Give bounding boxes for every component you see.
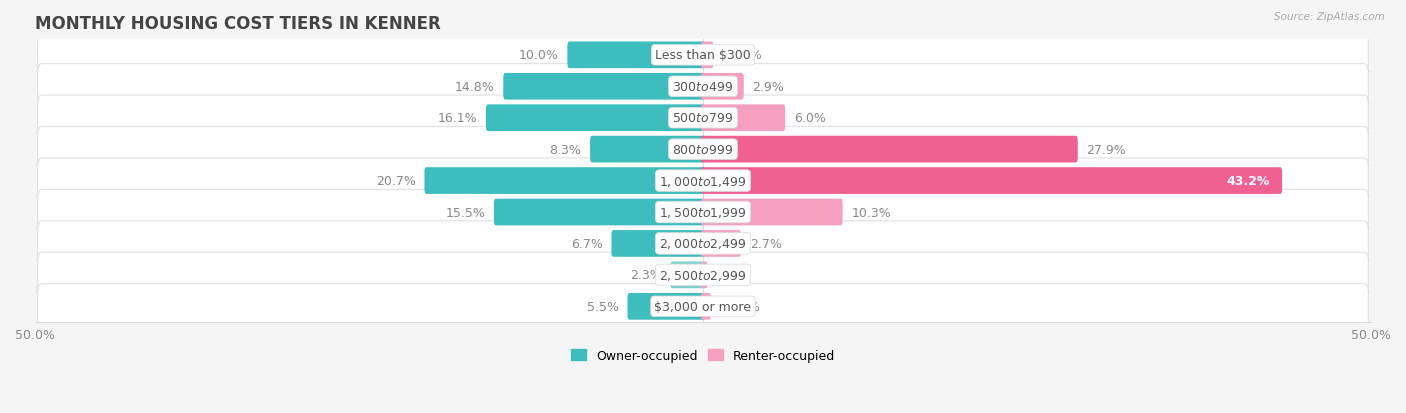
Text: 16.1%: 16.1% [437,112,477,125]
Text: $1,500 to $1,999: $1,500 to $1,999 [659,206,747,219]
FancyBboxPatch shape [425,168,704,195]
FancyBboxPatch shape [38,127,1368,172]
Text: 43.2%: 43.2% [1226,175,1270,188]
Text: 27.9%: 27.9% [1087,143,1126,156]
Text: $3,000 or more: $3,000 or more [655,300,751,313]
FancyBboxPatch shape [38,284,1368,329]
Text: Source: ZipAtlas.com: Source: ZipAtlas.com [1274,12,1385,22]
Text: 0.63%: 0.63% [723,49,762,62]
Text: 15.5%: 15.5% [446,206,485,219]
Text: 2.7%: 2.7% [749,237,782,250]
Text: 2.9%: 2.9% [752,81,785,93]
FancyBboxPatch shape [38,64,1368,109]
FancyBboxPatch shape [627,293,704,320]
FancyBboxPatch shape [612,230,704,257]
FancyBboxPatch shape [702,199,842,226]
FancyBboxPatch shape [702,74,744,100]
FancyBboxPatch shape [702,136,1078,163]
Text: MONTHLY HOUSING COST TIERS IN KENNER: MONTHLY HOUSING COST TIERS IN KENNER [35,15,440,33]
FancyBboxPatch shape [702,293,711,320]
FancyBboxPatch shape [702,262,707,289]
Text: $1,000 to $1,499: $1,000 to $1,499 [659,174,747,188]
FancyBboxPatch shape [591,136,704,163]
FancyBboxPatch shape [38,190,1368,235]
Text: Less than $300: Less than $300 [655,49,751,62]
Text: 14.8%: 14.8% [454,81,495,93]
FancyBboxPatch shape [38,221,1368,266]
Text: 10.0%: 10.0% [519,49,558,62]
Text: 10.3%: 10.3% [851,206,891,219]
Text: 20.7%: 20.7% [375,175,416,188]
FancyBboxPatch shape [702,230,741,257]
Text: 5.5%: 5.5% [586,300,619,313]
Text: 6.7%: 6.7% [571,237,603,250]
Text: $500 to $799: $500 to $799 [672,112,734,125]
FancyBboxPatch shape [38,159,1368,204]
Text: 8.3%: 8.3% [550,143,582,156]
Text: $2,000 to $2,499: $2,000 to $2,499 [659,237,747,251]
Legend: Owner-occupied, Renter-occupied: Owner-occupied, Renter-occupied [567,344,839,367]
Text: 0.2%: 0.2% [717,269,748,282]
FancyBboxPatch shape [671,262,704,289]
Text: $800 to $999: $800 to $999 [672,143,734,156]
FancyBboxPatch shape [568,43,704,69]
FancyBboxPatch shape [702,43,713,69]
FancyBboxPatch shape [503,74,704,100]
Text: 6.0%: 6.0% [794,112,825,125]
FancyBboxPatch shape [702,168,1282,195]
Text: 0.45%: 0.45% [720,300,759,313]
Text: $300 to $499: $300 to $499 [672,81,734,93]
Text: 2.3%: 2.3% [630,269,662,282]
FancyBboxPatch shape [38,96,1368,141]
FancyBboxPatch shape [38,253,1368,298]
FancyBboxPatch shape [38,33,1368,78]
FancyBboxPatch shape [486,105,704,132]
Text: $2,500 to $2,999: $2,500 to $2,999 [659,268,747,282]
FancyBboxPatch shape [702,105,785,132]
FancyBboxPatch shape [494,199,704,226]
